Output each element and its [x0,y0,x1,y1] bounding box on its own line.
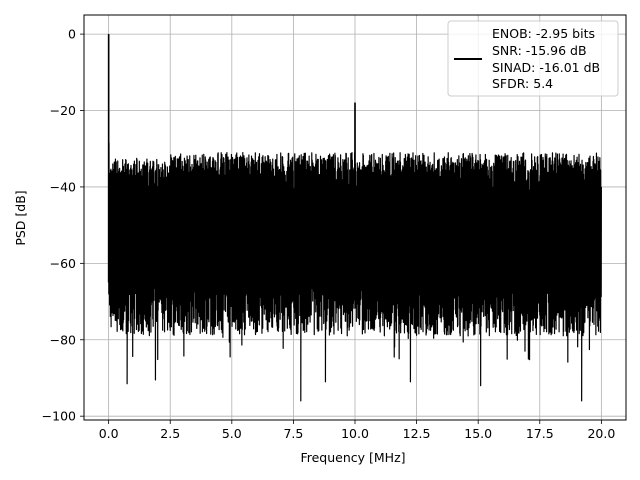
x-tick-label: 12.5 [403,426,431,441]
x-axis-ticks: 0.0 2.5 5.0 7.5 10.0 12.5 15.0 17.5 20.0 [99,420,615,441]
legend-line-3: SINAD: -16.01 dB [492,60,600,75]
legend-box [447,20,619,97]
y-tick-label: −20 [50,103,76,118]
y-tick-label: −100 [42,409,76,424]
x-tick-label: 20.0 [587,426,615,441]
x-tick-label: 10.0 [341,426,369,441]
x-tick-label: 0.0 [99,426,119,441]
y-tick-label: −80 [50,332,76,347]
legend-line-2: SNR: -15.96 dB [492,43,587,58]
y-tick-label: 0 [68,27,76,42]
y-tick-label: −40 [50,179,76,194]
y-axis-label: PSD [dB] [13,190,28,245]
x-axis-label: Frequency [MHz] [300,450,405,465]
x-tick-label: 2.5 [160,426,180,441]
x-tick-label: 5.0 [222,426,242,441]
x-tick-label: 15.0 [464,426,492,441]
legend-line-1: ENOB: -2.95 bits [492,26,595,41]
legend-line-4: SFDR: 5.4 [492,76,553,91]
y-axis-ticks: 0 −20 −40 −60 −80 −100 [42,27,84,424]
x-tick-label: 7.5 [283,426,303,441]
psd-series [107,34,602,402]
legend: ENOB: -2.95 bits SNR: -15.96 dB SINAD: -… [447,20,619,97]
x-tick-label: 17.5 [526,426,554,441]
y-tick-label: −60 [50,256,76,271]
